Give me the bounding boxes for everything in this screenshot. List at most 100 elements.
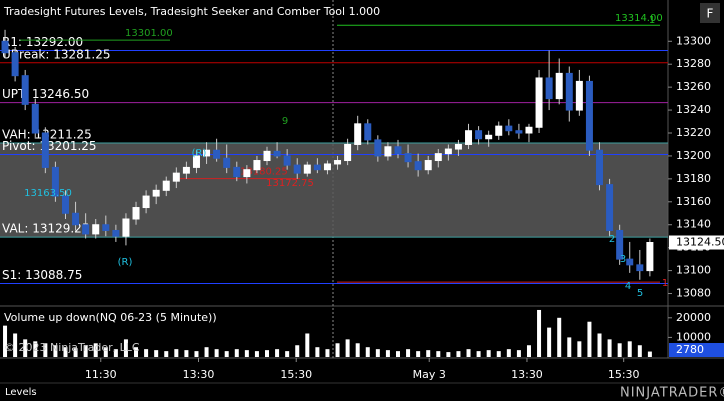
volume-bar <box>516 350 521 357</box>
volume-bar <box>617 343 622 357</box>
x-tick-label: 13:30 <box>183 368 215 381</box>
logo: NINJATRADER® <box>620 386 724 401</box>
volume-bar <box>547 327 552 357</box>
candle-body <box>233 166 241 178</box>
candle-body <box>626 258 634 266</box>
candle-body <box>525 126 533 134</box>
volume-bar <box>627 341 632 357</box>
volume-bar <box>103 347 108 357</box>
candle-body <box>364 123 372 141</box>
button[interactable] <box>700 3 720 23</box>
volume-bar <box>456 351 461 357</box>
y-tick-label: 13200 <box>676 149 711 162</box>
y-tick-label: 13080 <box>676 287 711 300</box>
volume-bar <box>23 339 28 357</box>
candle-body <box>374 139 382 157</box>
last-volume-label: 2780 <box>676 343 704 356</box>
volume-bar <box>174 349 179 357</box>
candle-body <box>82 224 90 235</box>
volume-bar <box>13 333 18 357</box>
level-label: R1: 13292.00 <box>2 35 83 49</box>
candle-body <box>384 146 392 157</box>
volume-bar <box>83 345 88 357</box>
volume-bar <box>446 352 451 357</box>
candle-body <box>213 149 221 159</box>
candle-body <box>182 166 190 174</box>
volume-bar <box>355 343 360 357</box>
volume-bar <box>154 350 159 357</box>
candle-body <box>41 132 49 168</box>
volume-bar <box>395 351 400 357</box>
y-tick-label: 13180 <box>676 172 711 185</box>
volume-bar <box>385 350 390 357</box>
candle-body <box>495 125 503 136</box>
volume-bar <box>466 349 471 357</box>
volume-bar <box>406 349 411 357</box>
candle-body <box>152 189 160 197</box>
candle-body <box>344 143 352 162</box>
candle-body <box>505 125 513 132</box>
value-area <box>0 143 668 238</box>
volume-bar <box>204 347 209 357</box>
volume-bar <box>335 343 340 357</box>
candle-body <box>545 77 553 100</box>
annotation: 4 <box>625 281 631 292</box>
candle-body <box>646 242 654 272</box>
volume-bar <box>275 349 280 357</box>
candle-body <box>444 148 452 155</box>
volume-bar <box>426 350 431 357</box>
chart-title: Tradesight Futures Levels, Tradesight Se… <box>3 5 380 18</box>
annotation: 13172.75 <box>266 178 314 189</box>
candle-body <box>112 229 120 237</box>
volume-bar <box>567 337 572 357</box>
candle-body <box>51 166 59 197</box>
volume-bar <box>557 317 562 357</box>
volume-bar <box>73 348 78 357</box>
volume-bar <box>144 349 149 357</box>
candle-body <box>313 164 321 171</box>
level-label: S1: 13088.75 <box>2 268 82 282</box>
x-tick-label: May 3 <box>413 368 446 381</box>
candle-body <box>72 212 80 226</box>
candle-body <box>616 229 624 260</box>
candle-body <box>565 72 573 111</box>
level-label: 13301.00 <box>125 28 173 39</box>
candle-body <box>172 172 180 182</box>
volume-bar <box>134 347 139 357</box>
candle-body <box>434 153 442 162</box>
volume-bar <box>93 343 98 357</box>
volume-bar <box>43 343 48 357</box>
candle-body <box>323 163 331 171</box>
volume-bar <box>537 309 542 357</box>
candle-body <box>21 75 29 105</box>
volume-bar <box>315 347 320 357</box>
annotation: 3 <box>620 254 626 265</box>
tab[interactable]: Levels <box>5 387 37 398</box>
level-label: UBreak: 13281.25 <box>2 47 111 61</box>
candle-body <box>293 164 301 174</box>
volume-bar <box>224 351 229 357</box>
annotation: 1 <box>649 15 655 26</box>
candle-body <box>132 207 140 220</box>
candle-body <box>606 184 614 231</box>
copyright: © 2023 NinjaTrader, LLC <box>4 341 140 354</box>
volume-bar <box>577 341 582 357</box>
volume-bar <box>416 351 421 357</box>
button-label[interactable]: F <box>707 7 714 21</box>
volume-title: Volume up down(NQ 06-23 (5 Minute)) <box>4 311 217 324</box>
y-tick-label: 13300 <box>676 34 711 47</box>
candle-body <box>475 130 483 140</box>
volume-bar <box>3 325 8 357</box>
volume-bar <box>295 345 300 357</box>
annotation: 9 <box>282 116 288 127</box>
candle-body <box>92 224 100 235</box>
x-tick-label: 13:30 <box>511 368 543 381</box>
level-label: VAL: 13129.25 <box>2 222 89 236</box>
volume-bar <box>63 347 68 357</box>
candle-body <box>253 160 261 171</box>
volume-bar <box>113 349 118 357</box>
candle-body <box>31 103 39 134</box>
annotation: 5 <box>637 288 643 299</box>
volume-bar <box>587 321 592 357</box>
